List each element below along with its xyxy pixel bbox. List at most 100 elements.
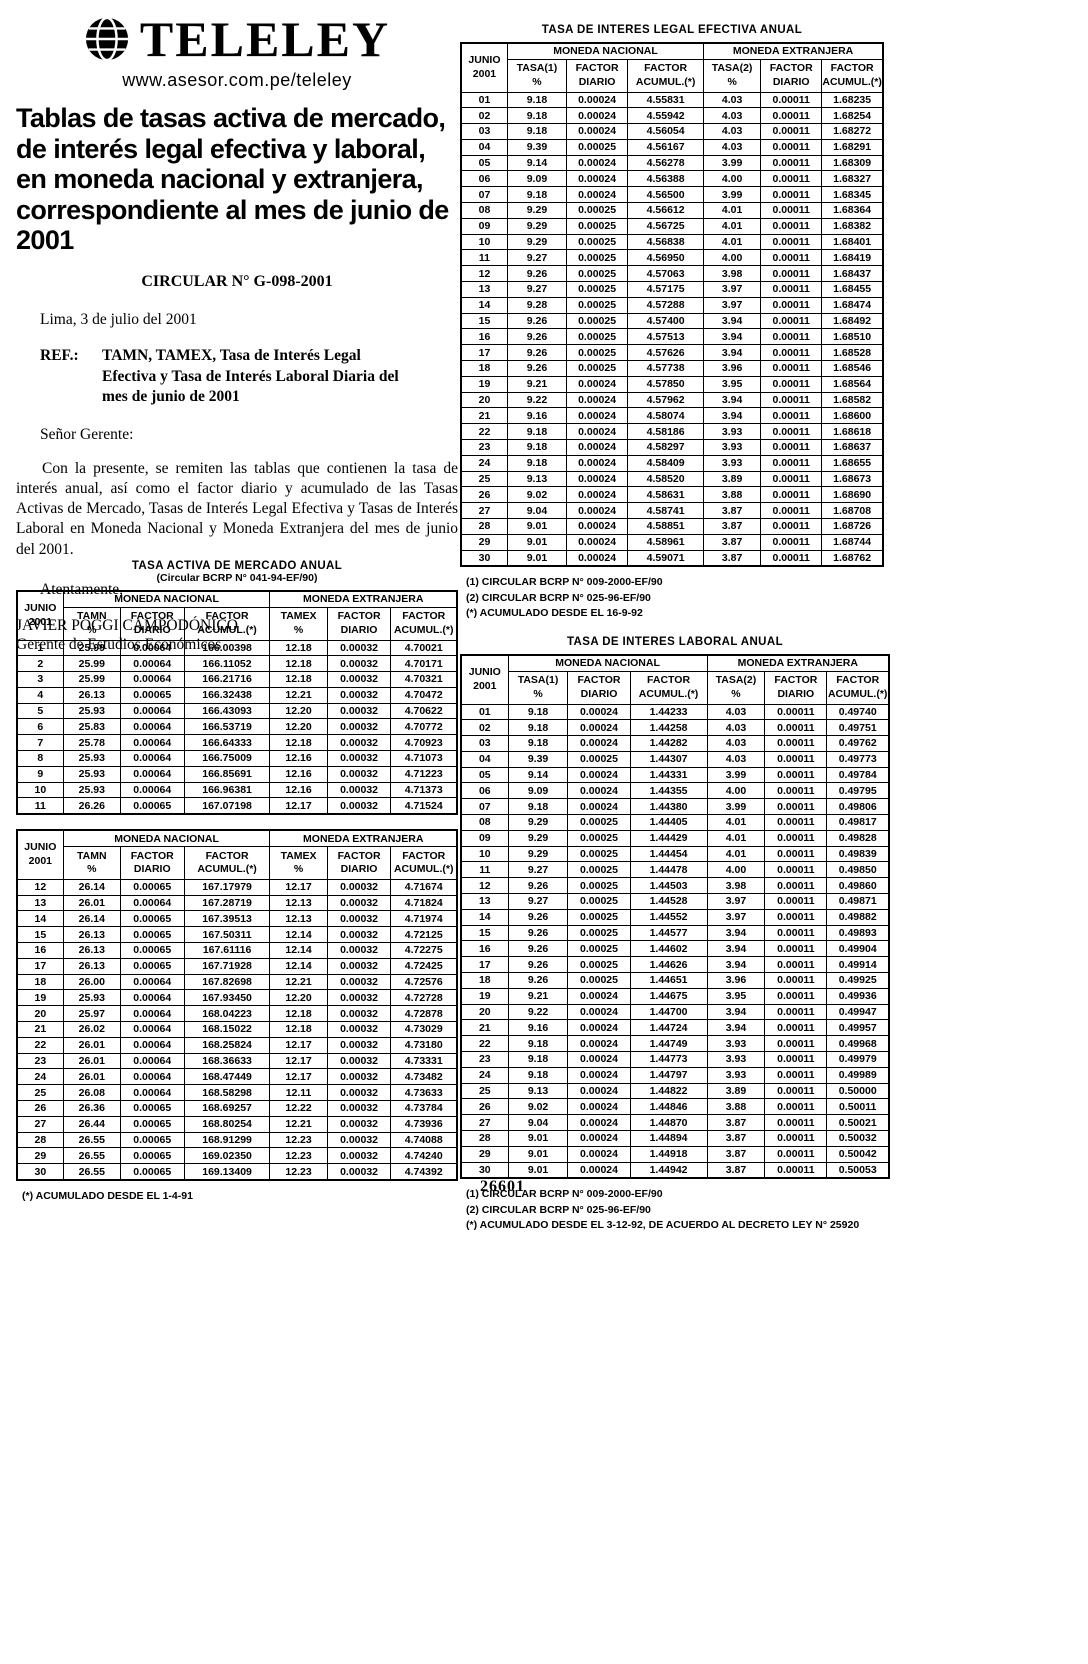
value-cell: 0.49979 xyxy=(826,1051,890,1068)
value-cell: 9.26 xyxy=(507,924,569,942)
value-cell: 9.21 xyxy=(506,375,567,393)
value-cell: 26.01 xyxy=(62,1052,121,1070)
value-cell: 9.26 xyxy=(507,956,569,974)
value-cell: 9.26 xyxy=(506,344,567,362)
table-row: 05 9.14 0.00024 1.44331 3.99 0.00011 0.49784 xyxy=(460,766,890,784)
day-cell: 24 xyxy=(460,1066,509,1084)
value-cell: 12.23 xyxy=(269,1131,328,1149)
footnote: (1) CIRCULAR BCRP N° 009-2000-EF/90 xyxy=(466,1188,663,1201)
value-cell: 9.01 xyxy=(506,533,567,551)
value-cell: 0.00011 xyxy=(764,1114,828,1132)
value-cell: 0.00024 xyxy=(565,518,629,535)
table-row: 12 9.26 0.00025 1.44503 3.98 0.00011 0.49860 xyxy=(460,877,890,895)
day-cell: 04 xyxy=(460,750,509,768)
day-cell: 20 xyxy=(16,1005,64,1022)
value-cell: 1.68401 xyxy=(821,233,884,251)
col-header: FACTOR ACUMUL.(*) xyxy=(821,58,884,93)
month-header: JUNIO 2001 xyxy=(16,829,64,880)
table-row: 18 26.00 0.00064 167.82698 12.21 0.00032 4.725… xyxy=(16,973,458,991)
day-cell: 22 xyxy=(460,1035,509,1053)
value-cell: 0.49806 xyxy=(826,798,890,816)
value-cell: 1.44870 xyxy=(629,1114,708,1132)
value-cell: 26.01 xyxy=(62,1036,121,1054)
value-cell: 0.00032 xyxy=(326,878,392,896)
value-cell: 1.44577 xyxy=(629,924,708,942)
value-cell: 25.93 xyxy=(62,750,121,767)
value-cell: 1.68291 xyxy=(821,138,884,156)
value-cell: 3.88 xyxy=(706,1098,766,1116)
value-cell: 3.97 xyxy=(706,908,766,926)
value-cell: 0.00024 xyxy=(565,454,629,472)
table-row: 15 9.26 0.00025 1.44577 3.94 0.00011 0.49893 xyxy=(460,924,890,942)
value-cell: 12.18 xyxy=(269,734,328,752)
value-cell: 9.27 xyxy=(507,893,569,910)
value-cell: 4.58186 xyxy=(627,423,705,441)
value-cell: 4.59071 xyxy=(627,549,705,567)
value-cell: 1.44405 xyxy=(629,814,708,831)
value-cell: 9.02 xyxy=(507,1098,569,1116)
value-cell: 0.49828 xyxy=(826,829,890,847)
value-cell: 166.11052 xyxy=(183,655,271,673)
col-header: FACTOR DIARIO xyxy=(760,58,823,93)
table-row: 21 9.16 0.00024 1.44724 3.94 0.00011 0.49957 xyxy=(460,1019,890,1037)
value-cell: 12.16 xyxy=(269,750,328,767)
value-cell: 12.13 xyxy=(269,910,328,928)
day-cell: 21 xyxy=(460,1019,509,1037)
table-row: 20 9.22 0.00024 1.44700 3.94 0.00011 0.49947 xyxy=(460,1003,890,1021)
day-cell: 02 xyxy=(460,107,508,125)
value-cell: 4.56838 xyxy=(627,233,705,251)
footnote: (*) ACUMULADO DESDE EL 3-12-92, DE ACUER… xyxy=(466,1218,860,1231)
value-cell: 1.68528 xyxy=(821,344,884,362)
value-cell: 4.57063 xyxy=(627,265,705,283)
value-cell: 12.21 xyxy=(269,1115,328,1133)
table-row: 13 9.27 0.00025 1.44528 3.97 0.00011 0.49871 xyxy=(460,893,890,910)
table-row: 24 9.18 0.00024 1.44797 3.93 0.00011 0.49989 xyxy=(460,1066,890,1084)
table-row: 29 9.01 0.00024 1.44918 3.87 0.00011 0.50042 xyxy=(460,1145,890,1163)
day-cell: 6 xyxy=(16,718,64,736)
value-cell: 167.17979 xyxy=(183,878,271,896)
value-cell: 0.00032 xyxy=(326,910,392,928)
value-cell: 9.18 xyxy=(506,107,567,125)
value-cell: 0.49773 xyxy=(826,750,890,768)
value-cell: 4.55942 xyxy=(627,107,705,125)
value-cell: 0.00011 xyxy=(760,328,823,346)
value-cell: 12.23 xyxy=(269,1163,328,1181)
value-cell: 0.50021 xyxy=(826,1114,890,1132)
table-row: 6 25.83 0.00064 166.53719 12.20 0.00032 4.7077… xyxy=(16,718,458,736)
table-row: 03 9.18 0.00024 4.56054 4.03 0.00011 1.68272 xyxy=(460,123,884,140)
day-cell: 13 xyxy=(460,281,508,298)
value-cell: 0.00024 xyxy=(565,470,629,488)
table-row: 04 9.39 0.00025 4.56167 4.03 0.00011 1.68291 xyxy=(460,138,884,156)
value-cell: 0.00024 xyxy=(567,1003,631,1021)
value-cell: 0.00011 xyxy=(760,518,823,535)
value-cell: 0.49914 xyxy=(826,956,890,974)
value-cell: 4.56612 xyxy=(627,202,705,219)
day-cell: 21 xyxy=(460,407,508,425)
value-cell: 166.53719 xyxy=(183,718,271,736)
col-header: FACTOR DIARIO xyxy=(119,845,185,880)
value-cell: 4.56725 xyxy=(627,217,705,235)
value-cell: 26.55 xyxy=(62,1131,121,1149)
value-cell: 0.00011 xyxy=(764,719,828,737)
value-cell: 12.17 xyxy=(269,1068,328,1086)
value-cell: 9.01 xyxy=(507,1145,569,1163)
value-cell: 0.00032 xyxy=(326,750,392,767)
activa-table-1: JUNIO 2001 MONEDA NACIONAL MONEDA EXTRANJ… xyxy=(16,590,458,816)
value-cell: 0.00011 xyxy=(760,249,823,267)
value-cell: 9.26 xyxy=(506,312,567,330)
value-cell: 167.28719 xyxy=(183,894,271,912)
value-cell: 167.71928 xyxy=(183,957,271,975)
day-cell: 29 xyxy=(16,1147,64,1165)
value-cell: 26.55 xyxy=(62,1163,121,1181)
value-cell: 0.00065 xyxy=(119,1147,185,1165)
value-cell: 0.00064 xyxy=(119,639,185,657)
table-row: 9 25.93 0.00064 166.85691 12.16 0.00032 4.7122… xyxy=(16,765,458,783)
value-cell: 0.00064 xyxy=(119,702,185,720)
value-cell: 0.49882 xyxy=(826,908,890,926)
value-cell: 9.18 xyxy=(506,91,567,109)
value-cell: 4.03 xyxy=(703,123,762,140)
laboral-table-title: TASA DE INTERES LABORAL ANUAL xyxy=(566,636,784,648)
value-cell: 0.00032 xyxy=(326,671,392,688)
group-national-header: MONEDA NACIONAL xyxy=(62,829,271,847)
value-cell: 0.00025 xyxy=(567,924,631,942)
